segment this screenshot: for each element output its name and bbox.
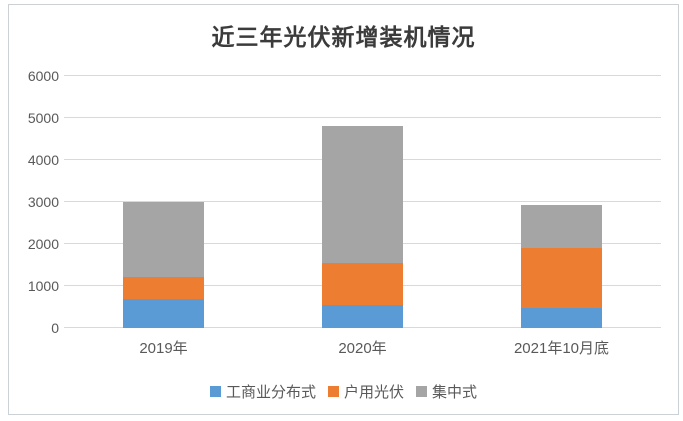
legend-item-工商业分布式: 工商业分布式: [209, 381, 316, 402]
y-tick-label-2000: 2000: [27, 236, 59, 252]
bar-segment-户用光伏-2020年: [322, 262, 403, 306]
bar-segment-户用光伏-2019年: [123, 276, 204, 300]
bar-segment-户用光伏-2021年10月底: [521, 248, 602, 308]
chart-card: 近三年光伏新增装机情况 0 1000 2000 3000 4000 5000 6000 20…: [8, 4, 679, 415]
legend-swatch-icon: [209, 386, 221, 397]
y-tick-label-6000: 6000: [27, 68, 59, 84]
plot-area: [64, 75, 661, 328]
y-tick-label-0: 0: [51, 320, 59, 336]
x-axis: 2019年 2020年 2021年10月底: [64, 337, 661, 357]
legend-label: 工商业分布式: [225, 384, 316, 401]
legend: 工商业分布式 户用光伏 集中式: [9, 381, 678, 402]
legend-label: 集中式: [432, 384, 478, 401]
bar-segment-集中式-2021年10月底: [521, 204, 602, 249]
bar-segment-工商业分布式-2020年: [322, 305, 403, 328]
legend-swatch-icon: [327, 386, 339, 397]
bar-segment-集中式-2020年: [322, 125, 403, 263]
y-tick-label-1000: 1000: [27, 278, 59, 294]
y-tick-label-4000: 4000: [27, 152, 59, 168]
x-tick-label-2019年: 2019年: [139, 340, 188, 357]
gridline-5000: [64, 117, 661, 118]
legend-swatch-icon: [416, 386, 427, 397]
gridline-6000: [64, 75, 661, 76]
y-axis: 0 1000 2000 3000 4000 5000 6000: [15, 68, 59, 336]
x-tick-label-2021年10月底: 2021年10月底: [513, 340, 610, 357]
legend-item-集中式: 集中式: [416, 381, 477, 402]
bar-segment-工商业分布式-2021年10月底: [521, 307, 602, 328]
legend-label: 户用光伏: [343, 384, 404, 401]
x-tick-label-2020年: 2020年: [338, 340, 387, 357]
bar-segment-集中式-2019年: [123, 201, 204, 277]
y-tick-label-3000: 3000: [27, 194, 59, 210]
chart-title: 近三年光伏新增装机情况: [211, 24, 476, 50]
legend-item-户用光伏: 户用光伏: [327, 381, 404, 402]
bar-segment-工商业分布式-2019年: [123, 299, 204, 328]
y-tick-label-5000: 5000: [27, 110, 59, 126]
